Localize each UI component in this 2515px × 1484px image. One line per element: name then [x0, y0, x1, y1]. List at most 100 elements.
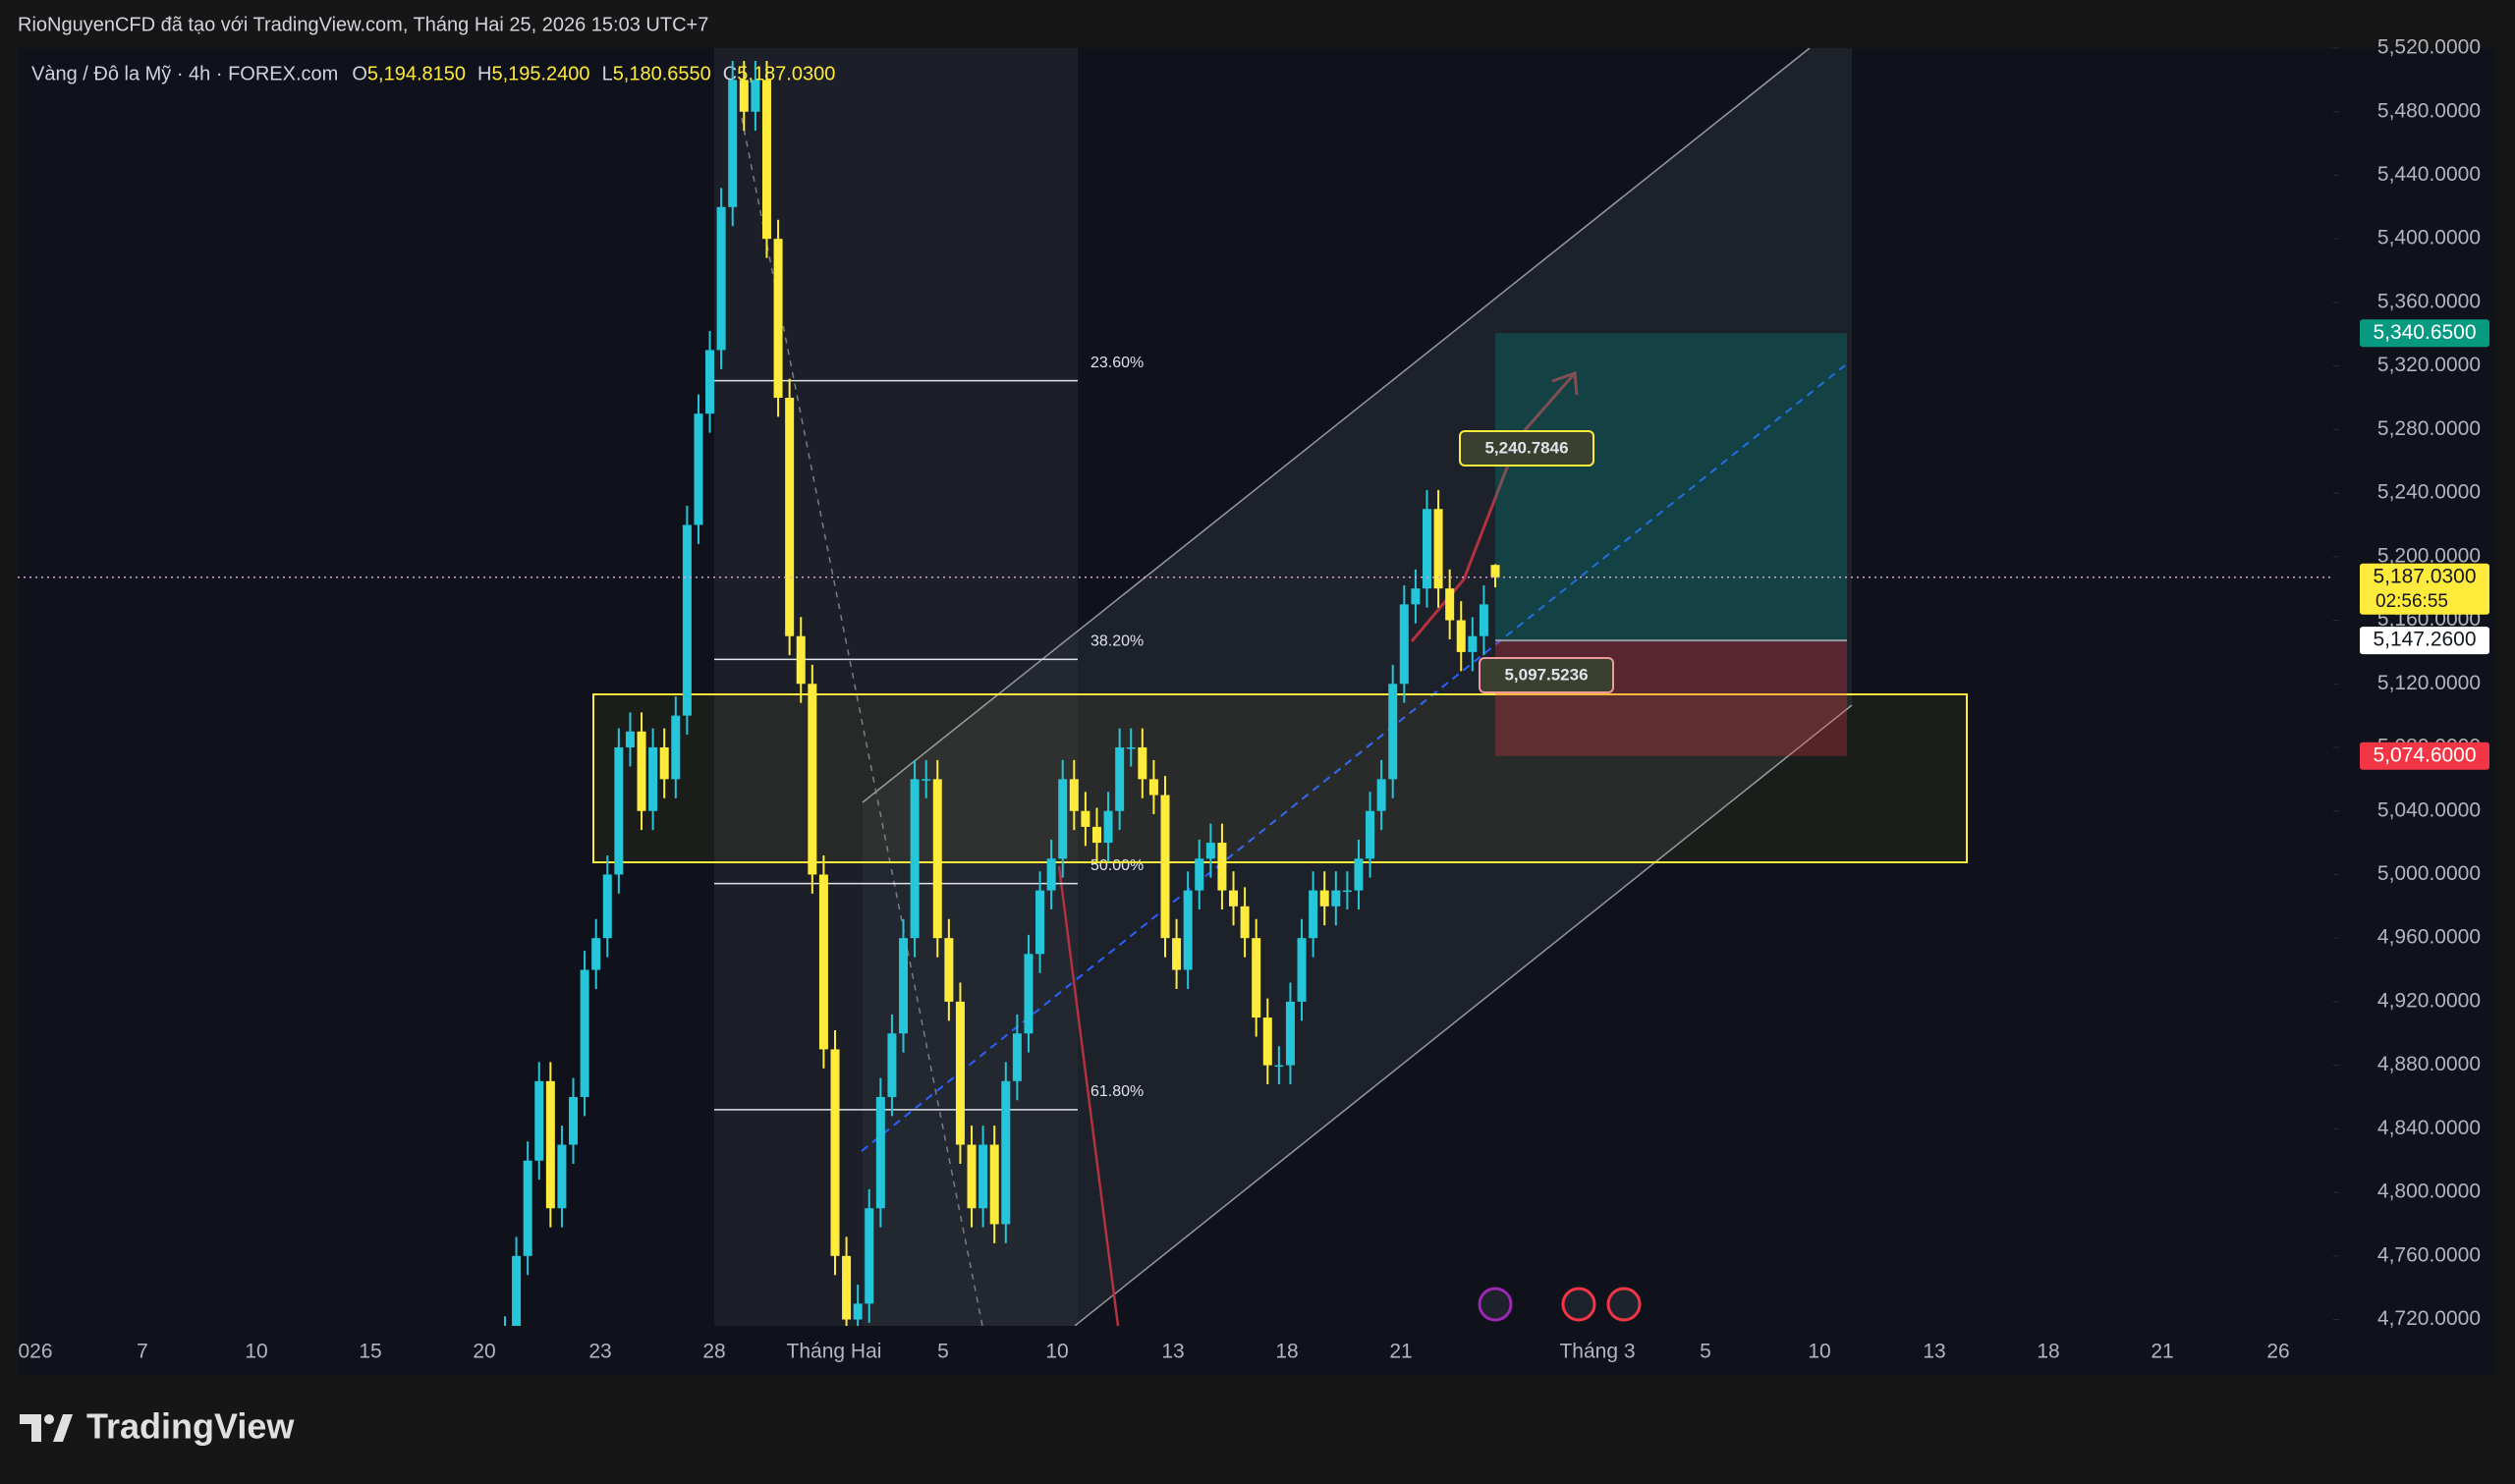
candle-body [978, 1144, 988, 1209]
candle-body [1490, 565, 1500, 577]
logo-icon [44, 1414, 54, 1424]
candle-body [899, 938, 909, 1034]
attribution: RioNguyenCFD đã tạo với TradingView.com,… [18, 14, 708, 35]
y-tick-label: 4,720.0000 [2377, 1307, 2481, 1330]
candle-body [1035, 890, 1045, 955]
y-tick-label: 5,040.0000 [2377, 798, 2481, 821]
candle-body [1366, 810, 1375, 859]
x-tick-label: 026 [18, 1341, 52, 1363]
candle-body [1388, 684, 1398, 780]
candle-body [1172, 938, 1182, 970]
annotation-box [1459, 430, 1594, 467]
candle-body [1319, 890, 1329, 907]
y-tick-label: 5,480.0000 [2377, 99, 2481, 122]
candle-body [659, 746, 669, 780]
event-icon [1561, 1287, 1596, 1322]
ohlc-key: H [477, 63, 491, 84]
y-tick-label: 4,840.0000 [2377, 1117, 2481, 1139]
candle-body [1205, 843, 1215, 859]
price-tag [2360, 742, 2489, 770]
candle-body [808, 684, 817, 875]
candle-body [739, 80, 749, 112]
price-tag [2360, 319, 2489, 348]
candle-body [989, 1144, 999, 1225]
x-tick-label: 13 [1161, 1341, 1184, 1363]
y-tick-label: 5,320.0000 [2377, 354, 2481, 376]
channel-upper [862, 48, 1811, 803]
candle-body [1138, 746, 1147, 780]
candle-body [922, 779, 931, 781]
y-tick-label: 5,280.0000 [2377, 417, 2481, 440]
candle-body [853, 1303, 863, 1320]
x-tick-label: 21 [2151, 1341, 2173, 1363]
candle-body [694, 413, 703, 525]
y-tick-label: 5,000.0000 [2377, 862, 2481, 885]
price-tag [2360, 627, 2489, 655]
candle-body [512, 1255, 522, 1326]
candle-body [1468, 635, 1478, 652]
candle-body [865, 1208, 874, 1304]
candle-body [1183, 890, 1193, 970]
x-tick-label: 10 [245, 1341, 267, 1363]
y-tick-label: 5,440.0000 [2377, 163, 2481, 186]
fib-label: 38.20% [1090, 633, 1144, 650]
candle-body [1479, 604, 1488, 636]
candle-body [1091, 826, 1101, 844]
candle-body [1240, 906, 1250, 939]
candle-body [1262, 1017, 1272, 1066]
candle-body [1081, 810, 1090, 827]
candle-body [1148, 779, 1158, 796]
candle-body [967, 1144, 977, 1209]
candle-body [1376, 779, 1386, 811]
y-tick-label: 5,240.0000 [2377, 481, 2481, 504]
candle-body [682, 524, 692, 716]
candle-body [534, 1080, 544, 1161]
x-tick-label: Tháng Hai [787, 1341, 882, 1363]
x-tick-label: 10 [1045, 1341, 1068, 1363]
price-tag-label: 5,147.2600 [2373, 629, 2476, 651]
y-tick-label: 4,920.0000 [2377, 989, 2481, 1012]
x-tick-label: 18 [1275, 1341, 1298, 1363]
candle-body [545, 1080, 555, 1209]
x-tick-label: 10 [1808, 1341, 1830, 1363]
x-tick-label: 5 [1700, 1341, 1711, 1363]
candle-body [842, 1255, 852, 1320]
fib-label: 23.60% [1090, 355, 1144, 371]
candle-body [1195, 858, 1204, 891]
x-tick-label: 28 [702, 1341, 725, 1363]
candle-body [1274, 1065, 1284, 1068]
ohlc-value: 5,195.2400 [491, 63, 589, 84]
ohlc-legend: O 5,194.8150 H 5,195.2400 L 5,180.6550 C 5,187.… [352, 63, 835, 84]
candle-body [625, 731, 635, 747]
candle-body [910, 779, 920, 939]
y-tick-label: 5,120.0000 [2377, 672, 2481, 694]
candle-body [602, 874, 612, 939]
y-tick-label: 5,200.0000 [2377, 544, 2481, 567]
y-tick-label: 4,800.0000 [2377, 1181, 2481, 1203]
x-tick-label: 7 [137, 1341, 148, 1363]
ohlc-key: L [602, 63, 613, 84]
candle-body [1126, 746, 1136, 749]
candle-body [1456, 620, 1466, 652]
price-tag-label: 5,187.0300 [2373, 565, 2476, 587]
candle-body [1160, 795, 1170, 939]
logo: TradingView [20, 1406, 295, 1447]
candle-body [1012, 1033, 1022, 1081]
candle-body [1309, 890, 1318, 939]
channel-lower [1074, 704, 1853, 1326]
ohlc-value: 5,187.0300 [737, 63, 835, 84]
candle-body [728, 80, 738, 207]
candle-body [932, 779, 942, 939]
symbol: Vàng / Đô la Mỹ · 4h · FOREX.com [31, 63, 338, 84]
candle-body [955, 1001, 965, 1145]
red-line [1057, 865, 1120, 1326]
candle-body [773, 239, 783, 398]
candle-body [1024, 954, 1034, 1034]
candle-body [1297, 938, 1307, 1002]
candle-body [1046, 858, 1056, 891]
candle-body [1285, 1001, 1295, 1066]
y-tick-label: 4,880.0000 [2377, 1053, 2481, 1075]
candle-body [1103, 810, 1113, 844]
arrow-head [1551, 370, 1579, 396]
candle-body [818, 874, 828, 1050]
